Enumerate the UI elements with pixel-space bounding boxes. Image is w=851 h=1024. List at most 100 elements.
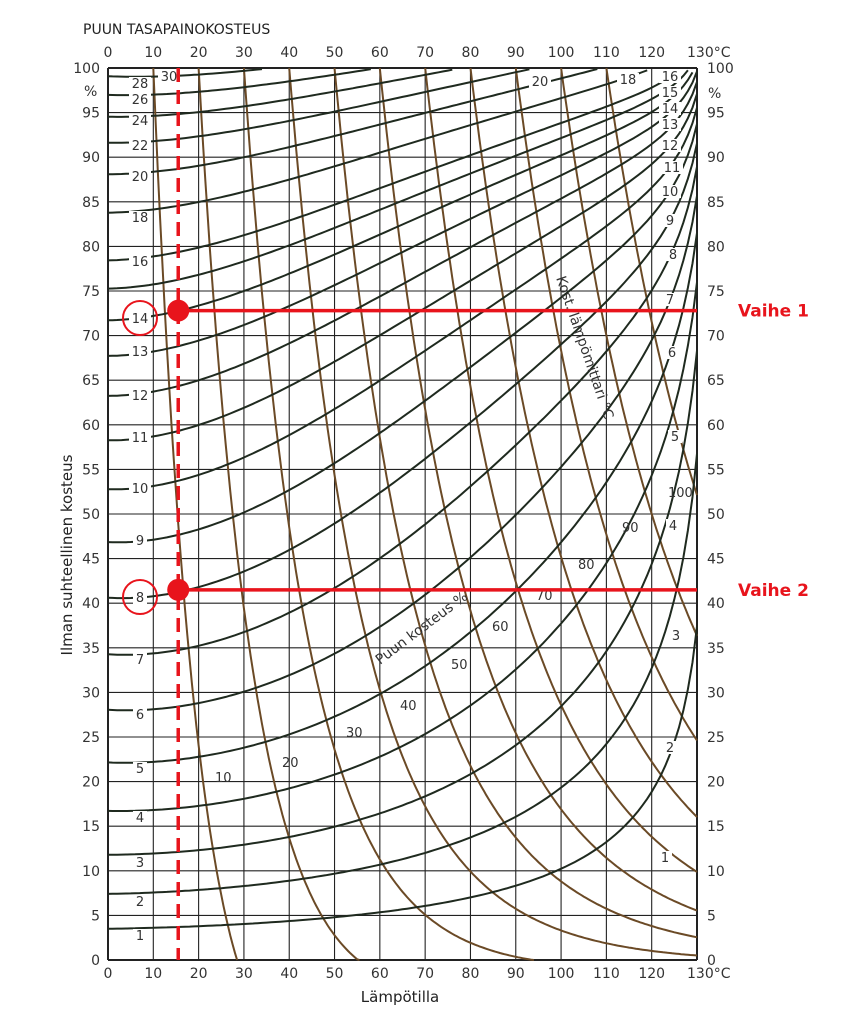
wetbulb-curve-100 <box>560 67 698 637</box>
chart-title: PUUN TASAPAINOKOSTEUS <box>83 22 270 38</box>
emc-curve-7 <box>107 166 698 656</box>
wetbulb-label-100: 100 <box>668 486 693 501</box>
emc-right-label-12: 12 <box>662 139 679 154</box>
emc-curve-12 <box>107 81 698 397</box>
emc-left-label-8: 8 <box>136 591 144 606</box>
x-tick-top: 70 <box>416 45 434 61</box>
emc-curve-24 <box>108 68 453 118</box>
emc-label-bg <box>129 389 151 402</box>
emc-left-label-14: 14 <box>132 312 149 327</box>
emc-label-bg <box>663 741 677 754</box>
y-tick-right: 20 <box>707 775 725 791</box>
x-tick-top: 60 <box>371 45 389 61</box>
x-tick-top: 100 <box>548 45 575 61</box>
emc-left-label-9: 9 <box>136 534 144 549</box>
y-tick-left: 15 <box>82 819 100 835</box>
emc-left-label-3: 3 <box>136 856 144 871</box>
x-tick-bottom: 90 <box>507 966 525 982</box>
emc-left-label-12: 12 <box>132 389 149 404</box>
emc-label-bg <box>129 312 151 325</box>
emc-label-bg <box>129 431 151 444</box>
emc-label-bg <box>129 77 151 90</box>
step-label-2: Vaihe 2 <box>738 581 809 601</box>
x-tick-top: 20 <box>190 45 208 61</box>
emc-right-label-10: 10 <box>662 185 679 200</box>
emc-right-label-20: 20 <box>532 75 549 90</box>
emc-label-bg <box>133 762 147 775</box>
x-tick-bottom: 130°C <box>687 966 731 982</box>
emc-label-bg <box>666 248 680 261</box>
y-tick-right: 65 <box>707 373 725 389</box>
y-tick-right: 95 <box>707 106 725 122</box>
y-unit-right: % <box>708 86 721 102</box>
emc-curve-10 <box>107 107 698 491</box>
emc-right-label-2: 2 <box>666 741 674 756</box>
x-tick-bottom: 70 <box>416 966 434 982</box>
emc-right-label-4: 4 <box>669 519 677 534</box>
emc-label-bg <box>659 70 681 83</box>
emc-left-label-7: 7 <box>136 653 144 668</box>
y-tick-right: 80 <box>707 239 725 255</box>
y-tick-left: 10 <box>82 864 100 880</box>
emc-label-bg <box>129 482 151 495</box>
emc-label-bg <box>133 653 147 666</box>
emc-left-label-10: 10 <box>132 482 149 497</box>
emc-right-label-1: 1 <box>661 851 669 866</box>
y-tick-left: 40 <box>82 596 100 612</box>
wetbulb-label-70: 70 <box>536 589 553 604</box>
emc-label-bg <box>158 70 180 83</box>
y-tick-left: 60 <box>82 418 100 434</box>
y-tick-right: 40 <box>707 596 725 612</box>
emc-label-bg <box>665 346 679 359</box>
emc-curve-5 <box>107 232 698 764</box>
emc-left-label-2: 2 <box>136 895 144 910</box>
emc-right-label-9: 9 <box>666 214 674 229</box>
y-tick-left: 100 <box>73 61 100 77</box>
x-tick-bottom: 30 <box>235 966 253 982</box>
emc-right-label-11: 11 <box>664 161 681 176</box>
emc-right-label-15: 15 <box>662 86 679 101</box>
emc-highlight-circle-8 <box>122 579 158 615</box>
y-tick-left: 70 <box>82 329 100 345</box>
x-tick-bottom: 40 <box>280 966 298 982</box>
y-tick-left: 5 <box>91 908 100 924</box>
emc-right-label-16: 16 <box>662 70 679 85</box>
y-tick-left: 55 <box>82 462 100 478</box>
y-tick-right: 75 <box>707 284 725 300</box>
y-tick-left: 90 <box>82 150 100 166</box>
y-tick-right: 90 <box>707 150 725 166</box>
emc-label-bg <box>133 895 147 908</box>
wetbulb-label-20: 20 <box>282 756 299 771</box>
emc-left-label-28: 28 <box>132 77 149 92</box>
y-tick-left: 65 <box>82 373 100 389</box>
y-tick-left: 75 <box>82 284 100 300</box>
emc-label-bg <box>663 293 677 306</box>
x-tick-bottom: 0 <box>104 966 113 982</box>
wetbulb-label-90: 90 <box>622 521 639 536</box>
emc-left-label-18: 18 <box>132 211 149 226</box>
emc-right-label-13: 13 <box>662 118 679 133</box>
emc-curves <box>107 68 698 930</box>
emc-label-bg <box>129 255 151 268</box>
emc-label-bg <box>129 93 151 106</box>
y-tick-right: 10 <box>707 864 725 880</box>
emc-curve-13 <box>107 71 698 357</box>
step-dot-1 <box>167 299 190 322</box>
emc-right-label-6: 6 <box>668 346 676 361</box>
x-tick-top: 10 <box>144 45 162 61</box>
x-tick-bottom: 20 <box>190 966 208 982</box>
emc-label-bg <box>133 534 147 547</box>
emc-label-bg <box>659 102 681 115</box>
emc-left-label-4: 4 <box>136 811 144 826</box>
y-tick-right: 30 <box>707 685 725 701</box>
wetbulb-label-30: 30 <box>346 726 363 741</box>
emc-curve-18 <box>107 69 648 214</box>
emc-left-label-30: 30 <box>161 70 178 85</box>
step-label-1: Vaihe 1 <box>738 302 809 322</box>
y-tick-right: 0 <box>707 953 716 969</box>
emc-label-bg <box>133 929 147 942</box>
emc-right-label-5: 5 <box>671 430 679 445</box>
emc-label-bg <box>129 114 151 127</box>
